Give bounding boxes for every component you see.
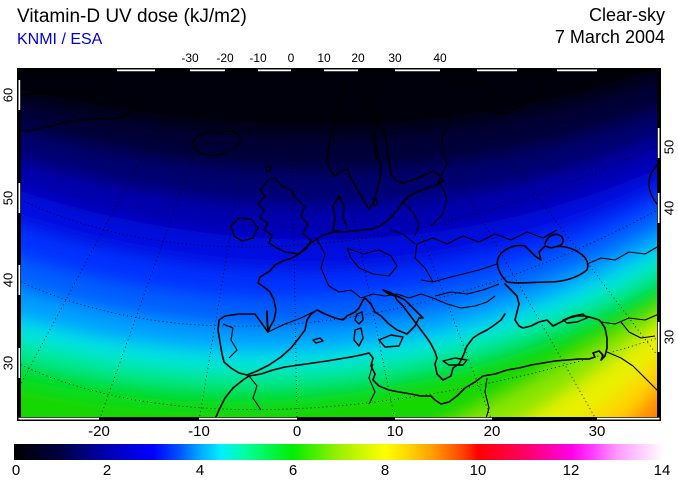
country-borders xyxy=(222,68,661,421)
colorbar-tick: 2 xyxy=(102,462,112,479)
bottom-axis-tick: -10 xyxy=(188,423,210,440)
colorbar-tick: 12 xyxy=(562,462,580,479)
coastlines xyxy=(17,68,608,421)
left-axis-tick: 50 xyxy=(0,190,16,206)
islands xyxy=(230,160,661,366)
page-title: Vitamin-D UV dose (kJ/m2) xyxy=(17,6,247,27)
graticule xyxy=(17,68,661,421)
colorbar-tick: 10 xyxy=(469,462,487,479)
top-axis-tick: -30 xyxy=(181,51,199,65)
colorbar-tick: 6 xyxy=(288,462,298,479)
top-axis-tick: -20 xyxy=(216,51,234,65)
right-axis-tick: 50 xyxy=(661,139,677,155)
top-axis-tick: 10 xyxy=(317,51,331,65)
top-axis-tick: 30 xyxy=(388,51,402,65)
uv-dose-map xyxy=(17,68,661,421)
condition-label: Clear-sky xyxy=(588,5,665,25)
colorbar-tick: 14 xyxy=(653,462,671,479)
bottom-axis-tick: 30 xyxy=(588,423,606,440)
right-axis-tick: 40 xyxy=(661,200,677,216)
colorbar-tick: 4 xyxy=(195,462,205,479)
colorbar-tick: 8 xyxy=(380,462,390,479)
right-axis-tick: 30 xyxy=(661,329,677,345)
credit-label: KNMI / ESA xyxy=(17,31,103,48)
bottom-axis-tick: 10 xyxy=(386,423,404,440)
bottom-axis-tick: 20 xyxy=(483,423,501,440)
left-axis-tick: 60 xyxy=(0,87,16,103)
top-axis-tick: 20 xyxy=(351,51,365,65)
map-canvas xyxy=(17,68,661,421)
top-axis-tick: 40 xyxy=(433,51,447,65)
colorbar-tick: 0 xyxy=(11,462,21,479)
bottom-axis-tick: 0 xyxy=(292,423,302,440)
top-axis-tick: -10 xyxy=(249,51,267,65)
left-axis-tick: 30 xyxy=(0,355,16,371)
date-label: 7 March 2004 xyxy=(554,27,665,47)
left-axis-tick: 40 xyxy=(0,272,16,288)
bottom-axis-tick: -20 xyxy=(88,423,110,440)
map-frame xyxy=(17,68,661,421)
top-axis-tick: 0 xyxy=(287,51,295,65)
colorbar xyxy=(14,444,664,460)
dose-field xyxy=(17,68,661,421)
